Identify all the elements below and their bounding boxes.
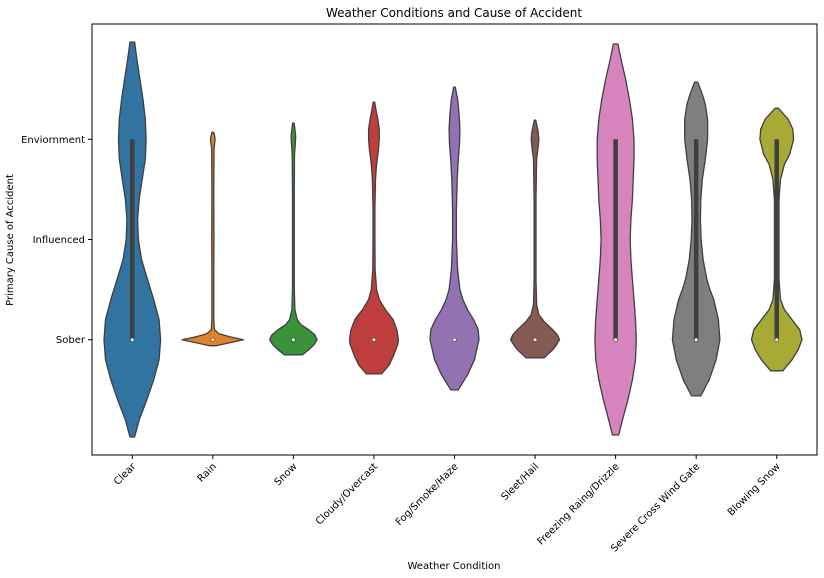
violin-body: [269, 122, 318, 356]
violin-median-point: [694, 337, 699, 342]
x-tick-label-cloudy-overcast: Cloudy/Overcast: [314, 461, 380, 527]
y-tick-label-enviornment: Enviornment: [21, 135, 85, 146]
violin-body: [348, 101, 400, 375]
violin-snow: [269, 122, 318, 356]
violin-median-point: [452, 337, 457, 342]
violin-blowing-snow: [750, 107, 803, 372]
violin-body: [181, 131, 245, 347]
violin-body: [429, 86, 480, 391]
violin-median-point: [532, 337, 538, 342]
x-tick-label-fog-smoke-haze: Fog/Smoke/Haze: [394, 461, 461, 528]
violins-group: [103, 41, 803, 438]
x-tick-label-blowing-snow: Blowing Snow: [726, 461, 783, 518]
x-axis: Clear Rain Snow Cloudy/Overcast Fog/Smoke/Ha…: [112, 455, 783, 554]
x-tick-label-clear: Clear: [112, 461, 139, 488]
y-axis: Enviornment Influenced Sober: [21, 135, 92, 346]
violin-body: [509, 119, 561, 359]
violin-severe-cross-wind-gate: [671, 81, 721, 397]
violin-median-point: [613, 337, 618, 342]
x-tick-label-snow: Snow: [273, 461, 300, 488]
x-tick-label-severe-cross-wind-gate: Severe Cross Wind Gate: [609, 461, 702, 554]
violin-median-point: [774, 337, 779, 342]
violin-rain: [181, 131, 245, 347]
y-tick-label-influenced: Influenced: [33, 235, 85, 246]
x-tick-label-rain: Rain: [196, 461, 219, 484]
chart-title: Weather Conditions and Cause of Accident: [326, 6, 582, 20]
x-tick-label-freezing-raing-drizzle: Freezing Raing/Drizzle: [536, 461, 622, 547]
violin-clear: [103, 41, 162, 438]
violin-median-point: [371, 337, 377, 342]
violin-fog-smoke-haze: [429, 86, 480, 391]
violin-sleet-hail: [509, 119, 561, 359]
x-axis-label: Weather Condition: [407, 561, 500, 572]
x-tick-label-sleet-hail: Sleet/Hail: [500, 461, 542, 503]
y-axis-label: Primary Cause of Accident: [5, 174, 16, 306]
y-tick-label-sober: Sober: [56, 335, 86, 346]
violin-median-point: [130, 337, 135, 342]
violin-median-point: [291, 337, 296, 342]
violin-freezing-raing-drizzle: [594, 43, 637, 436]
violin-cloudy-overcast: [348, 101, 400, 375]
violin-median-point: [210, 337, 215, 342]
